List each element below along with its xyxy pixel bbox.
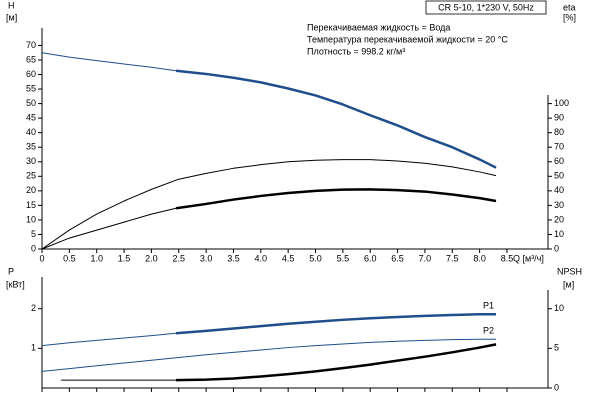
y-tick-label: 1: [31, 343, 36, 353]
y-tick-label: 30: [26, 156, 36, 166]
y2-tick-label: 80: [554, 127, 564, 137]
y2-axis-label: eta: [563, 2, 576, 12]
y-tick-label: 25: [26, 171, 36, 181]
curve: [41, 52, 177, 72]
x-tick-label: 5.0: [309, 253, 322, 263]
y2-tick-label: 10: [554, 303, 564, 313]
x-tick-label: 2.5: [172, 253, 185, 263]
x-tick-label: 4.5: [282, 253, 295, 263]
x-tick-label: 1.0: [90, 253, 103, 263]
y-tick-label: 65: [26, 54, 36, 64]
x-tick-label: 3.5: [227, 253, 240, 263]
y-axis-label: P: [8, 266, 14, 276]
x-tick-label: 4.0: [255, 253, 268, 263]
curve-label: P2: [483, 326, 494, 336]
y2-tick-label: 100: [554, 98, 569, 108]
y-tick-label: 35: [26, 142, 36, 152]
x-axis-label: Q [м³/ч]: [513, 253, 544, 263]
y-tick-label: 2: [31, 303, 36, 313]
y-tick-label: 0: [31, 243, 36, 253]
x-tick-label: 1.5: [118, 253, 131, 263]
y2-tick-label: 90: [554, 113, 564, 123]
y-tick-label: 55: [26, 83, 36, 93]
y2-axis-unit: [%]: [563, 12, 576, 22]
x-tick-label: 6.5: [391, 253, 404, 263]
x-tick-label: 3.0: [200, 253, 213, 263]
y2-tick-label: 30: [554, 200, 564, 210]
curve: [41, 159, 497, 250]
y-tick-label: 10: [26, 214, 36, 224]
curve: [175, 313, 497, 335]
y2-axis-unit: [м]: [563, 279, 574, 289]
y2-tick-label: 0: [554, 382, 559, 392]
x-tick-label: 8.0: [473, 253, 486, 263]
chart-title: CR 5-10, 1*230 V, 50Hz: [438, 2, 534, 12]
y2-tick-label: 50: [554, 171, 564, 181]
y-tick-label: 5: [31, 229, 36, 239]
annotation: Плотность = 998.2 кг/м³: [307, 46, 405, 56]
y2-tick-label: 5: [554, 343, 559, 353]
y2-axis-label: NPSH: [557, 266, 582, 276]
x-tick-label: 0: [39, 253, 44, 263]
y-tick-label: 15: [26, 200, 36, 210]
y2-tick-label: 40: [554, 185, 564, 195]
y2-tick-label: 0: [554, 243, 559, 253]
curve: [41, 332, 177, 347]
title-box: [425, 0, 547, 15]
curve: [41, 338, 497, 372]
y-axis-label: H: [8, 0, 15, 10]
y2-tick-label: 10: [554, 229, 564, 239]
curve: [176, 343, 497, 382]
x-tick-label: 6.0: [364, 253, 377, 263]
y-tick-label: 20: [26, 185, 36, 195]
y-tick-label: 70: [26, 40, 36, 50]
y2-tick-label: 70: [554, 142, 564, 152]
curve-label: P1: [483, 301, 494, 311]
y-tick-label: 60: [26, 69, 36, 79]
y-tick-label: 45: [26, 113, 36, 123]
curve: [175, 188, 497, 210]
annotation: Температура перекачиваемой жидкости = 20…: [307, 34, 508, 44]
annotation: Перекачиваемая жидкость = Вода: [307, 22, 450, 32]
y2-tick-label: 60: [554, 156, 564, 166]
y-tick-label: 50: [26, 98, 36, 108]
x-tick-label: 2.0: [145, 253, 158, 263]
x-tick-label: 8.5: [501, 253, 514, 263]
y-axis-unit: [кВт]: [6, 279, 25, 289]
x-tick-label: 0.5: [63, 253, 76, 263]
x-tick-label: 5.5: [337, 253, 350, 263]
y2-tick-label: 20: [554, 214, 564, 224]
curve: [41, 207, 177, 250]
y-tick-label: 40: [26, 127, 36, 137]
x-tick-label: 7.5: [446, 253, 459, 263]
curve: [175, 69, 497, 169]
x-tick-label: 7.0: [419, 253, 432, 263]
y-axis-unit: [м]: [6, 12, 17, 22]
